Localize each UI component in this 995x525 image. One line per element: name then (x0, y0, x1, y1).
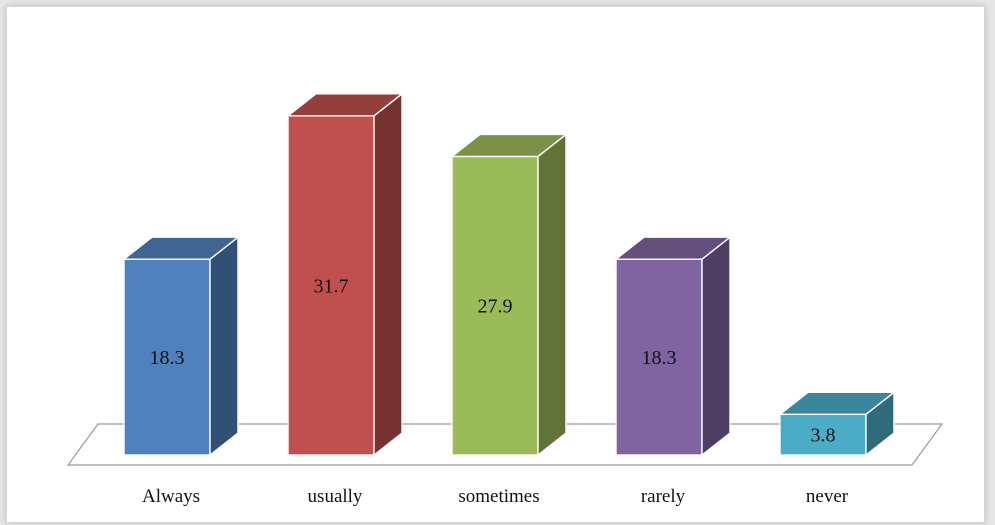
bar-side (537, 133, 567, 457)
bar-usually: 31.7 (285, 92, 405, 457)
bar-top (777, 391, 897, 416)
data-label: 3.8 (811, 425, 836, 447)
bar-side (373, 92, 403, 457)
bar-top (613, 236, 733, 260)
bar-never: 3.8 (777, 390, 897, 457)
bar-rarely: 18.3 (613, 235, 733, 457)
data-label: 27.9 (478, 296, 513, 318)
data-label: 18.3 (150, 347, 185, 369)
bar-front (615, 258, 703, 456)
bar-side (209, 235, 239, 457)
bar-top (285, 93, 405, 117)
category-label: Always (142, 486, 200, 507)
bar-always: 18.3 (121, 235, 241, 457)
data-label: 18.3 (642, 347, 677, 369)
bar-front (123, 258, 211, 456)
category-label: never (806, 486, 849, 507)
data-label: 31.7 (314, 275, 349, 297)
bar-top (121, 236, 241, 260)
bar-sometimes: 27.9 (449, 133, 569, 457)
category-label: rarely (641, 486, 686, 507)
category-label: usually (308, 486, 363, 507)
bar-top (449, 133, 569, 158)
bar-side (701, 235, 731, 457)
category-label: sometimes (458, 486, 539, 507)
